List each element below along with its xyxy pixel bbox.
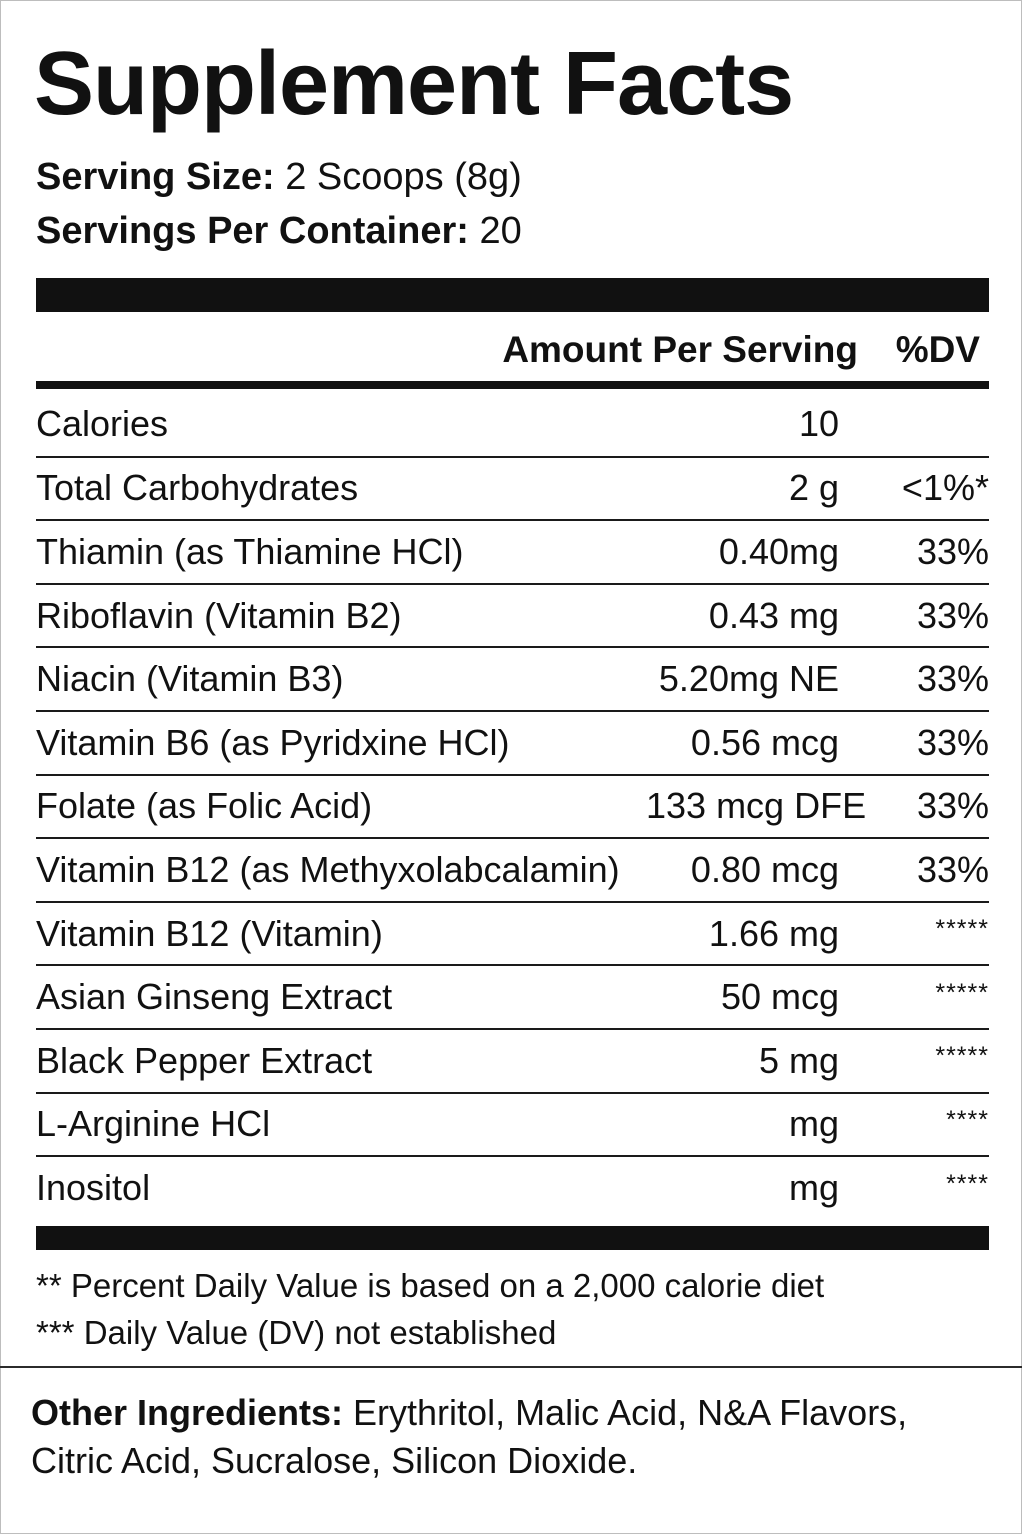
top-thick-rule: [36, 278, 989, 312]
serving-size-label: Serving Size:: [36, 156, 275, 198]
nutrient-name: Inositol: [36, 1167, 151, 1209]
nutrient-amount: 0.80 mcg: [690, 848, 839, 890]
nutrient-name: Riboflavin (Vitamin B2): [36, 594, 402, 636]
nutrient-daily-value: 33%: [916, 594, 989, 636]
supplement-facts-table: Calories 10 Total Carbohydrates 2 g <1%*…: [36, 393, 989, 1220]
table-row: Vitamin B12 (as Methyxolabcalamin) 0.80 …: [36, 838, 989, 902]
nutrient-amount: 133 mcg DFE: [646, 785, 867, 827]
nutrient-daily-value: *****: [839, 965, 989, 1029]
nutrient-daily-value: ****: [839, 1093, 989, 1157]
bottom-thick-rule: [36, 1226, 989, 1250]
serving-size-line: Serving Size: 2 Scoops (8g): [36, 154, 522, 200]
other-ingredients: Other Ingredients: Erythritol, Malic Aci…: [31, 1389, 971, 1485]
nutrient-daily-value: <1%*: [901, 467, 989, 509]
nutrient-daily-value: 33%: [916, 785, 989, 827]
table-row: Total Carbohydrates 2 g <1%*: [36, 457, 989, 521]
table-row: Vitamin B12 (Vitamin) 1.66 mg *****: [36, 902, 989, 966]
daily-value-not-established-marker: ****: [946, 1105, 989, 1134]
table-row: Vitamin B6 (as Pyridxine HCl) 0.56 mcg 3…: [36, 711, 989, 775]
daily-value-not-established-marker: *****: [935, 915, 989, 944]
table-row: Asian Ginseng Extract 50 mcg *****: [36, 965, 989, 1029]
daily-value-not-established-marker: *****: [935, 978, 989, 1007]
daily-value-not-established-footnote: *** Daily Value (DV) not established: [36, 1314, 557, 1351]
nutrient-name: Folate (as Folic Acid): [36, 785, 373, 827]
nutrient-daily-value: *****: [839, 902, 989, 966]
nutrient-amount: 5.20mg NE: [658, 658, 839, 700]
amount-per-serving-header: Amount Per Serving: [502, 329, 858, 370]
nutrient-name: Total Carbohydrates: [36, 467, 359, 509]
nutrient-amount: 2 g: [788, 467, 839, 509]
nutrient-amount: 0.56 mcg: [690, 721, 839, 763]
daily-value-not-established-marker: *****: [935, 1042, 989, 1071]
nutrient-name: Calories: [36, 403, 169, 445]
nutrient-amount: 5 mg: [758, 1039, 839, 1081]
table-row: Niacin (Vitamin B3) 5.20mg NE 33%: [36, 647, 989, 711]
nutrient-amount: 50 mcg: [720, 976, 839, 1018]
nutrient-name: Thiamin (as Thiamine HCl): [36, 530, 464, 572]
nutrient-amount: mg: [788, 1167, 839, 1209]
nutrient-amount: 1.66 mg: [708, 912, 839, 954]
nutrient-name: Vitamin B12 (as Methyxolabcalamin): [36, 848, 620, 890]
nutrient-daily-value: 33%: [916, 721, 989, 763]
table-row: Inositol mg ****: [36, 1156, 989, 1220]
table-row: Calories 10: [36, 393, 989, 457]
header-rule: [36, 381, 989, 389]
nutrient-daily-value: [839, 393, 989, 457]
nutrient-name: Niacin (Vitamin B3): [36, 658, 344, 700]
page-title: Supplement Facts: [34, 34, 794, 134]
percent-daily-value-footnote: ** Percent Daily Value is based on a 2,0…: [36, 1267, 825, 1304]
table-row: Thiamin (as Thiamine HCl) 0.40mg 33%: [36, 520, 989, 584]
servings-per-container-label: Servings Per Container:: [36, 210, 469, 252]
table-row: Riboflavin (Vitamin B2) 0.43 mg 33%: [36, 584, 989, 648]
daily-value-not-established-marker: ****: [946, 1169, 989, 1198]
nutrient-name: Vitamin B6 (as Pyridxine HCl): [36, 721, 510, 763]
nutrient-name: Black Pepper Extract: [36, 1039, 373, 1081]
daily-value-header: %DV: [895, 329, 980, 370]
nutrient-daily-value: *****: [839, 1029, 989, 1093]
other-ingredients-value: Erythritol, Malic Acid, N&A Flavors, Cit…: [31, 1392, 908, 1481]
serving-size-value: 2 Scoops (8g): [274, 156, 522, 198]
nutrient-amount: 0.40mg: [718, 530, 839, 572]
servings-per-container-value: 20: [468, 210, 522, 252]
nutrient-daily-value: 33%: [916, 530, 989, 572]
nutrient-daily-value: 33%: [916, 848, 989, 890]
nutrient-amount: 10: [798, 403, 839, 445]
nutrient-name: L-Arginine HCl: [36, 1103, 271, 1145]
table-row: L-Arginine HCl mg ****: [36, 1093, 989, 1157]
nutrient-daily-value: ****: [839, 1156, 989, 1220]
section-divider: [0, 1366, 1022, 1368]
servings-per-container-line: Servings Per Container: 20: [36, 208, 522, 254]
nutrient-amount: mg: [788, 1103, 839, 1145]
nutrient-daily-value: 33%: [916, 658, 989, 700]
other-ingredients-label: Other Ingredients:: [31, 1392, 344, 1433]
nutrient-name: Vitamin B12 (Vitamin): [36, 912, 383, 954]
table-row: Folate (as Folic Acid) 133 mcg DFE 33%: [36, 775, 989, 839]
table-row: Black Pepper Extract 5 mg *****: [36, 1029, 989, 1093]
nutrient-amount: 0.43 mg: [708, 594, 839, 636]
nutrient-name: Asian Ginseng Extract: [36, 976, 393, 1018]
